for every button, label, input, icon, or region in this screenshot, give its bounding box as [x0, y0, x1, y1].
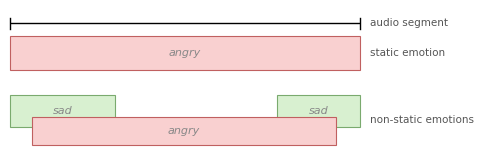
Bar: [10, 95, 115, 127]
Text: audio segment: audio segment: [370, 19, 448, 28]
Text: sad: sad: [309, 106, 328, 116]
Text: sad: sad: [52, 106, 73, 116]
Bar: [277, 95, 360, 127]
Text: static emotion: static emotion: [370, 48, 445, 58]
Text: angry: angry: [168, 126, 200, 136]
Text: angry: angry: [169, 48, 201, 58]
Bar: [10, 36, 360, 71]
Bar: [32, 117, 336, 145]
Text: non-static emotions: non-static emotions: [370, 115, 474, 125]
